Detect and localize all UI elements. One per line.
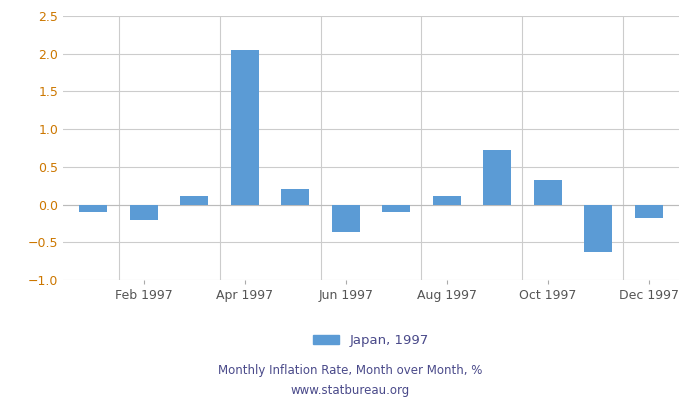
- Bar: [181, 196, 208, 204]
- Legend: Japan, 1997: Japan, 1997: [307, 329, 435, 352]
- Bar: [483, 150, 511, 204]
- Bar: [382, 204, 410, 212]
- Text: www.statbureau.org: www.statbureau.org: [290, 384, 410, 397]
- Bar: [332, 204, 360, 232]
- Bar: [231, 50, 259, 204]
- Bar: [281, 190, 309, 204]
- Bar: [635, 204, 663, 218]
- Bar: [534, 180, 561, 204]
- Text: Monthly Inflation Rate, Month over Month, %: Monthly Inflation Rate, Month over Month…: [218, 364, 482, 377]
- Bar: [584, 204, 612, 252]
- Bar: [130, 204, 158, 220]
- Bar: [433, 196, 461, 204]
- Bar: [79, 204, 107, 212]
